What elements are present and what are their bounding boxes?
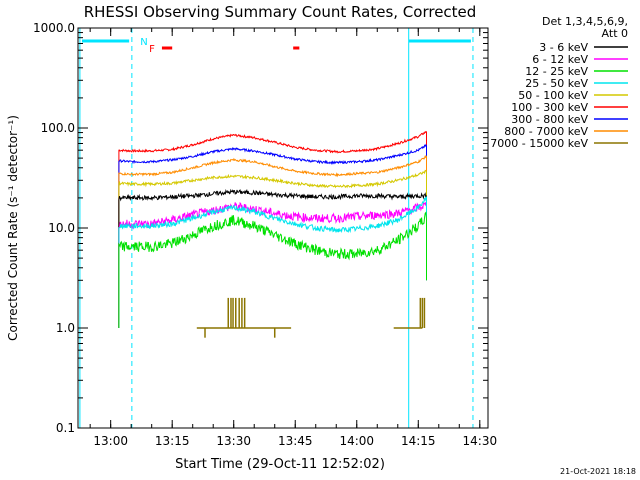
series-line-800-7000keV [118, 154, 427, 328]
legend-label-6: 300 - 800 keV [511, 113, 588, 126]
legend-header-line-2: Att 0 [602, 27, 628, 40]
x-tick-label-6: 14:30 [463, 434, 498, 448]
legend-label-0: 3 - 6 keV [539, 41, 588, 54]
y-axis-label: Corrected Count Rate (s⁻¹ detector⁻¹) [6, 115, 20, 341]
legend-label-1: 6 - 12 keV [532, 53, 588, 66]
y-tick-label-1: 1.0 [56, 321, 75, 335]
x-tick-label-4: 14:00 [339, 434, 374, 448]
x-tick-label-0: 13:00 [93, 434, 128, 448]
series-line-3-6keV [118, 188, 427, 328]
axes: 13:00 13:15 13:30 13:45 14:00 14:15 14:30 0.1 1.… [33, 21, 497, 448]
series-line-100-300keV [118, 130, 427, 328]
x-tick-label-1: 13:15 [155, 434, 190, 448]
series-line-12-25keV [118, 211, 427, 328]
chart-title: RHESSI Observing Summary Count Rates, Co… [84, 3, 477, 21]
series-line-6-12keV [118, 201, 427, 328]
y-tick-label-2: 10.0 [48, 221, 75, 235]
legend-label-7: 800 - 7000 keV [504, 125, 588, 138]
footer-date: 21-Oct-2021 18:18 [560, 467, 636, 476]
y-tick-label-3: 100.0 [41, 121, 75, 135]
flare-flag-label: F [149, 44, 155, 55]
legend-label-3: 25 - 50 keV [525, 77, 588, 90]
x-axis-label: Start Time (29-Oct-11 12:52:02) [175, 457, 385, 472]
x-tick-label-2: 13:30 [216, 434, 251, 448]
night-flag-label: N [140, 37, 147, 48]
legend-header-line-1: Det 1,3,4,5,6,9, [542, 15, 628, 28]
legend-label-8: 7000 - 15000 keV [490, 137, 588, 150]
y-tick-label-4: 1000.0 [33, 21, 75, 35]
series-line-50-100keV [118, 169, 427, 328]
x-tick-label-5: 14:15 [401, 434, 436, 448]
legend-label-5: 100 - 300 keV [511, 101, 588, 114]
series-line-300-800keV [118, 143, 427, 328]
legend-label-4: 50 - 100 keV [518, 89, 588, 102]
legend-label-2: 12 - 25 keV [525, 65, 588, 78]
y-tick-label-0: 0.1 [56, 421, 75, 435]
x-tick-label-3: 13:45 [278, 434, 313, 448]
plot-area [79, 28, 474, 428]
series-line-25-50keV [118, 196, 427, 328]
